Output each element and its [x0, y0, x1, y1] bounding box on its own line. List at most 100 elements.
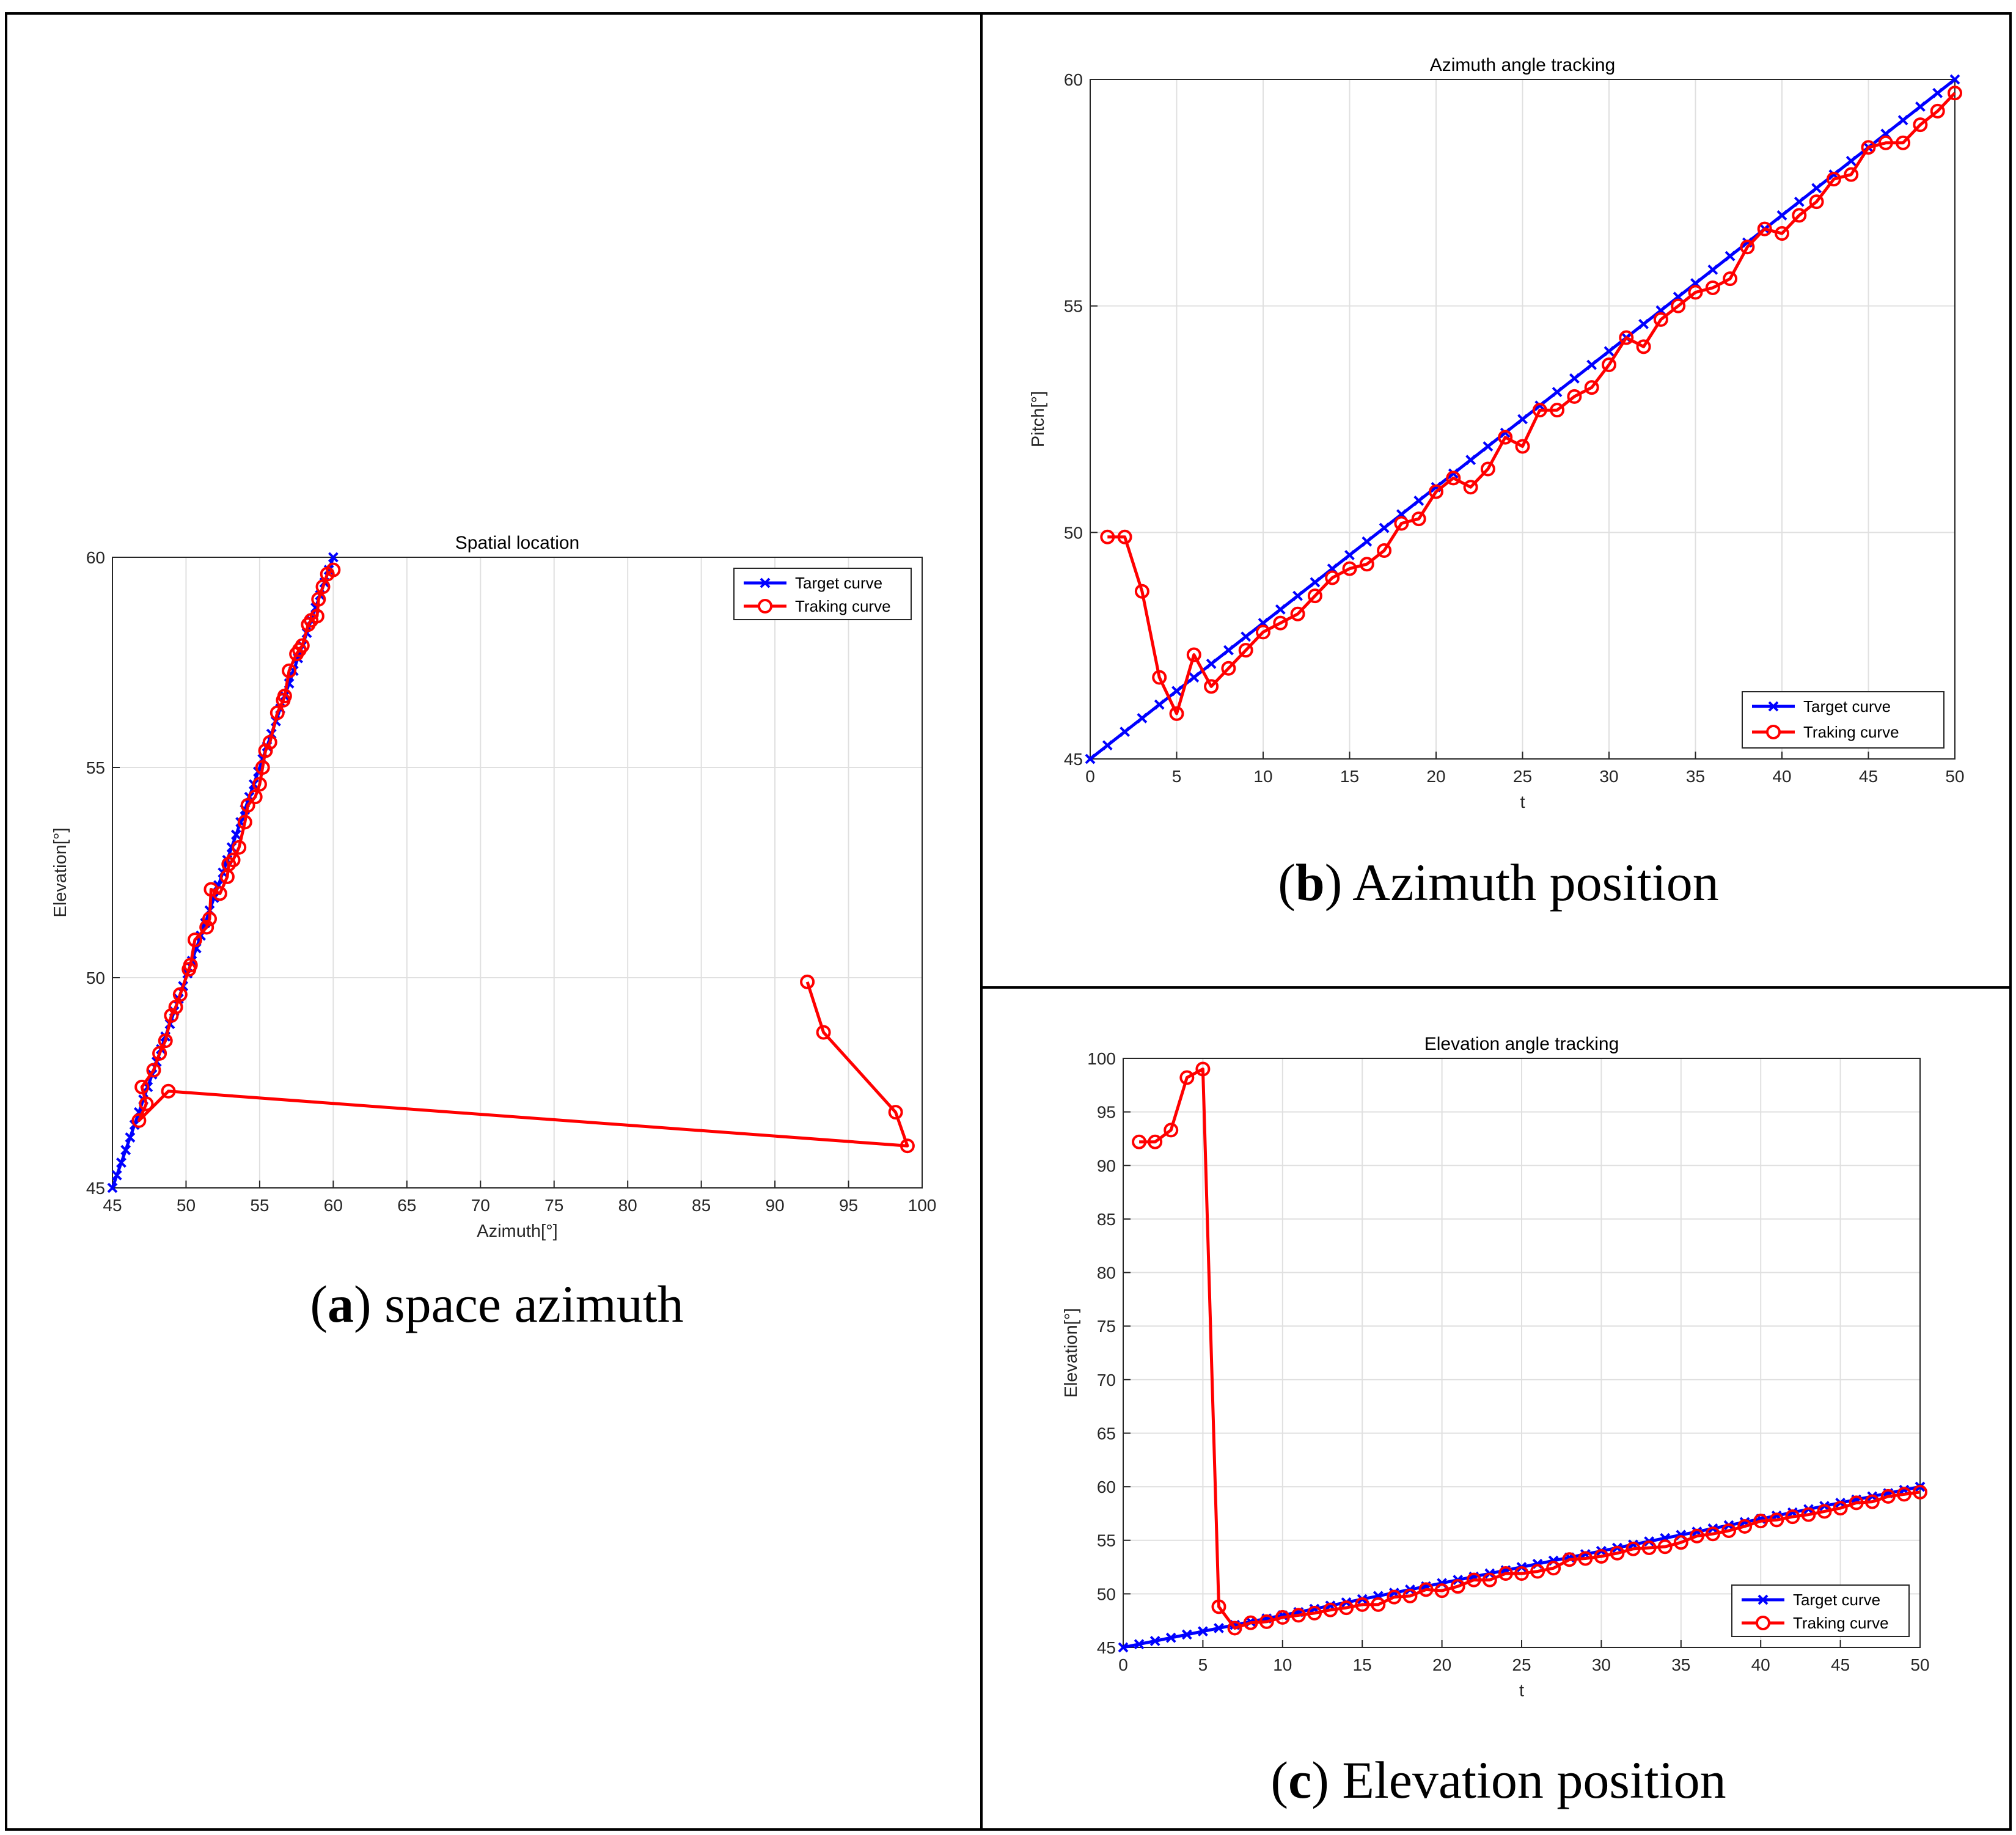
target-point	[1197, 1626, 1208, 1637]
tracking-point	[1256, 624, 1270, 640]
tracking-point	[247, 789, 263, 805]
tracking-point	[252, 777, 267, 792]
caption-b: (b) Azimuth position	[1278, 853, 1719, 912]
tracking-point	[1657, 1539, 1673, 1555]
x-tick-label: 45	[103, 1196, 122, 1215]
tracking-point	[1817, 1504, 1832, 1519]
target-point	[1500, 427, 1511, 438]
target-point	[111, 1170, 122, 1181]
tracking-point	[131, 1113, 147, 1128]
legend-target-label: Target curve	[1793, 1591, 1880, 1609]
y-axis-label: Elevation[°]	[1061, 1308, 1081, 1397]
tracking-point	[1498, 430, 1513, 445]
tracking-point	[1809, 194, 1824, 210]
x-tick-label: 95	[839, 1196, 858, 1215]
tracking-point	[311, 592, 326, 607]
tracking-point	[1411, 511, 1426, 527]
tracking-point	[1689, 1528, 1704, 1544]
x-tick-label: 5	[1172, 767, 1182, 786]
legend-tracking-marker	[1766, 725, 1781, 739]
tracking-point	[1721, 1523, 1737, 1538]
tracking-point	[1307, 1605, 1322, 1621]
x-tick-label: 50	[177, 1196, 196, 1215]
target-point	[1517, 414, 1528, 425]
plot-area	[112, 557, 922, 1188]
caption-b-text: Azimuth position	[1352, 853, 1719, 912]
target-point	[120, 1145, 131, 1156]
tracking-point	[1498, 1566, 1513, 1581]
target-point	[1638, 318, 1649, 329]
y-tick-label: 45	[86, 1179, 105, 1198]
y-tick-label: 55	[86, 758, 105, 777]
tracking-point	[1132, 1134, 1147, 1149]
target-point	[1206, 658, 1217, 669]
tracking-point	[1179, 1070, 1195, 1085]
tracking-point	[221, 857, 236, 872]
y-tick-label: 65	[1097, 1424, 1116, 1443]
tracking-point	[158, 1033, 173, 1049]
x-tick-label: 50	[1910, 1655, 1929, 1674]
x-tick-label: 0	[1118, 1655, 1128, 1674]
x-tick-label: 75	[544, 1196, 563, 1215]
tracking-point	[1641, 1540, 1657, 1555]
legend: Target curve Traking curve	[1742, 691, 1945, 749]
tracking-point	[1291, 1608, 1306, 1623]
tracking-point	[1753, 1514, 1769, 1529]
tracking-point	[1880, 1489, 1896, 1504]
legend: Target curve Traking curve	[733, 568, 912, 620]
tracking-point	[816, 1025, 831, 1040]
target-point	[1483, 441, 1494, 452]
tracking-point	[255, 760, 270, 775]
tracking-point	[1466, 1572, 1481, 1588]
x-tick-label: 80	[618, 1196, 637, 1215]
tracking-point	[262, 734, 277, 750]
y-tick-label: 80	[1097, 1264, 1116, 1283]
target-point	[1534, 400, 1545, 411]
tracking-point	[1562, 1552, 1577, 1567]
tracking-point	[1387, 1589, 1402, 1605]
tracking-point	[1211, 1599, 1226, 1614]
tracking-point	[1530, 1564, 1545, 1579]
tracking-point	[1355, 1597, 1370, 1612]
target-point	[1725, 251, 1736, 262]
target-point	[1932, 87, 1943, 98]
target-point	[116, 1157, 126, 1168]
tracking-point	[1896, 1487, 1912, 1502]
axes-box	[112, 557, 923, 1189]
target-point	[1846, 156, 1857, 166]
tracking-point	[168, 1000, 183, 1015]
tracking-point	[1785, 1509, 1800, 1525]
tracking-point	[1673, 1535, 1688, 1550]
tracking-point	[277, 689, 292, 704]
tracking-point	[237, 815, 252, 830]
target-point	[1604, 346, 1615, 357]
x-tick-label: 85	[692, 1196, 711, 1215]
tracking-point	[900, 1138, 915, 1154]
chart-spatial-location: 45 50 55 60 65 70 75 80 85 90 95 100 45 50 55 60 Spatial…	[51, 533, 936, 1241]
x-tick-label: 40	[1772, 767, 1791, 786]
caption-a-letter: a	[327, 1275, 354, 1333]
legend-target-label: Target curve	[1803, 697, 1891, 716]
tracking-point	[269, 705, 285, 720]
tracking-point	[1273, 615, 1288, 631]
tracking-point	[1339, 1600, 1354, 1616]
tracking-point	[888, 1105, 903, 1120]
tracking-point	[1546, 1561, 1561, 1576]
target-point	[1379, 522, 1390, 533]
x-tick-label: 90	[766, 1196, 785, 1215]
target-point	[1118, 1642, 1129, 1653]
target-point	[1949, 74, 1960, 85]
target-point	[1362, 536, 1373, 547]
tracking-point	[139, 1096, 154, 1112]
tracking-point	[1429, 484, 1443, 499]
tracking-point	[1418, 1582, 1434, 1597]
tracking-point	[1792, 208, 1807, 223]
tracking-point	[1584, 380, 1599, 395]
tracking-point	[1186, 647, 1201, 662]
target-point	[1465, 455, 1476, 466]
tracking-point	[1769, 1512, 1784, 1528]
tracking-point	[1325, 570, 1340, 585]
target-point	[1811, 183, 1822, 194]
tracking-point	[240, 797, 255, 813]
target-point	[1214, 1623, 1224, 1633]
